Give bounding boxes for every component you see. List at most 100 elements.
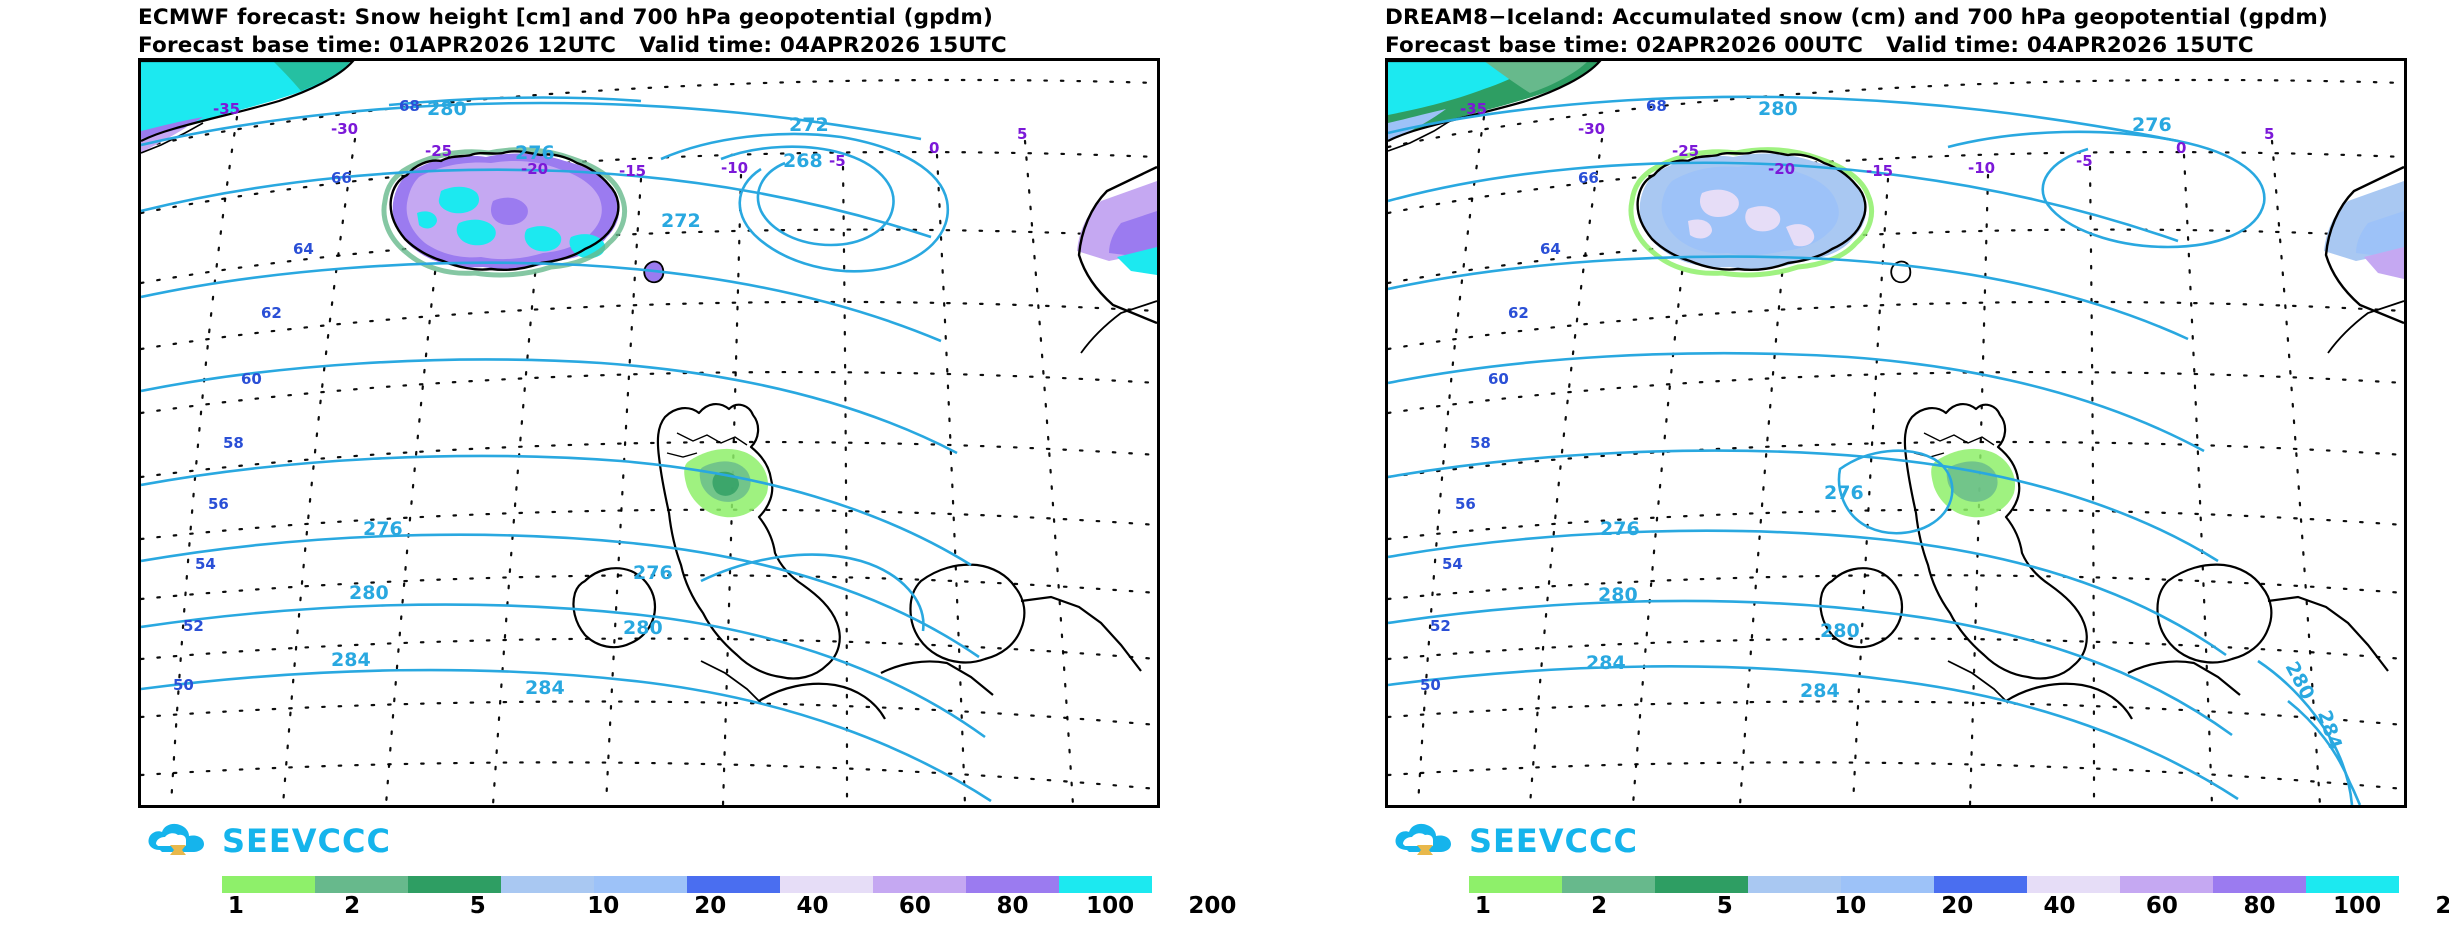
svg-text:5: 5 — [2264, 125, 2274, 143]
cloud-icon — [146, 822, 212, 860]
panel-dream8: DREAM8−Iceland: Accumulated snow (cm) an… — [1255, 0, 2449, 925]
svg-text:-20: -20 — [1768, 160, 1795, 178]
svg-text:-30: -30 — [1578, 120, 1605, 138]
colorbar-segment — [408, 876, 501, 893]
faroe-islands — [1890, 260, 1912, 284]
svg-text:280: 280 — [623, 617, 663, 639]
colorbar-ticks: 1 2 5 10 20 40 60 80 100 200 — [222, 893, 1237, 919]
geopotential-contour-labels: 280 272 268 276 272 276 280 284 284 276 … — [331, 98, 829, 699]
svg-text:272: 272 — [789, 114, 829, 136]
colorbar-segment — [1748, 876, 1841, 893]
svg-text:0: 0 — [2176, 139, 2186, 157]
svg-text:268: 268 — [783, 150, 823, 172]
svg-text:56: 56 — [208, 495, 229, 513]
svg-text:284: 284 — [1800, 680, 1840, 702]
colorbar-tick: 40 — [2043, 893, 2076, 919]
colorbar-tick: 100 — [2333, 893, 2382, 919]
colorbar-segment — [966, 876, 1059, 893]
colorbar-tick: 80 — [996, 893, 1029, 919]
panel-ecmwf-title-line1: ECMWF forecast: Snow height [cm] and 700… — [138, 5, 994, 30]
panel-ecmwf-map[interactable]: 280 272 268 276 272 276 280 284 284 276 … — [138, 58, 1160, 808]
svg-text:-15: -15 — [619, 162, 646, 180]
svg-text:276: 276 — [1824, 482, 1864, 504]
svg-text:50: 50 — [173, 676, 194, 694]
svg-text:-10: -10 — [1968, 159, 1995, 177]
panel-ecmwf-colorbar: 1 2 5 10 20 40 60 80 100 200 — [222, 876, 1237, 920]
svg-text:56: 56 — [1455, 495, 1476, 513]
geopotential-contours — [1388, 95, 2362, 805]
longitude-labels: -35 -30 -25 -20 -15 -10 -5 0 5 — [1460, 100, 2274, 180]
svg-text:-35: -35 — [1460, 100, 1487, 118]
latitude-labels: 68 66 64 62 60 58 56 54 52 50 — [1420, 97, 1667, 694]
svg-text:54: 54 — [1442, 555, 1463, 573]
svg-text:-10: -10 — [721, 159, 748, 177]
panel-ecmwf-map-canvas: 280 272 268 276 272 276 280 284 284 276 … — [141, 61, 1157, 805]
colorbar-tick: 2 — [1591, 893, 1608, 919]
greenland-snowfield — [1388, 61, 1602, 152]
colorbar-tick: 60 — [898, 893, 931, 919]
colorbar-tick: 80 — [2243, 893, 2276, 919]
colorbar-tick: 2 — [344, 893, 361, 919]
svg-text:-30: -30 — [331, 120, 358, 138]
svg-text:276: 276 — [633, 562, 673, 584]
panel-dream8-colorbar: 1 2 5 10 20 40 60 80 100 200 — [1469, 876, 2449, 920]
svg-text:-5: -5 — [2076, 152, 2093, 170]
colorbar-segment — [687, 876, 780, 893]
colorbar-segment — [1655, 876, 1748, 893]
colorbar-gradient — [222, 876, 1152, 893]
svg-text:280: 280 — [349, 582, 389, 604]
svg-text:-20: -20 — [521, 160, 548, 178]
colorbar-segment — [315, 876, 408, 893]
colorbar-segment — [1841, 876, 1934, 893]
panel-dream8-map-canvas: 280 276 276 276 280 284 280 284 280 284 — [1388, 61, 2404, 805]
panel-ecmwf-title-line2: Forecast base time: 01APR2026 12UTC Vali… — [138, 32, 1007, 58]
svg-text:64: 64 — [293, 240, 314, 258]
svg-text:60: 60 — [1488, 370, 1509, 388]
colorbar-tick: 1 — [227, 893, 244, 919]
graticule-parallels — [1388, 78, 2404, 791]
colorbar-gradient — [1469, 876, 2399, 893]
cloud-icon — [1393, 822, 1459, 860]
logo-text: SEEVCCC — [222, 822, 391, 860]
colorbar-segment — [1562, 876, 1655, 893]
colorbar-tick: 100 — [1086, 893, 1135, 919]
svg-text:62: 62 — [261, 304, 282, 322]
svg-text:276: 276 — [515, 142, 555, 164]
panel-dream8-titles: DREAM8−Iceland: Accumulated snow (cm) an… — [1385, 4, 2449, 60]
colorbar-tick: 60 — [2145, 893, 2178, 919]
colorbar-segment — [222, 876, 315, 893]
svg-text:66: 66 — [1578, 169, 1599, 187]
colorbar-tick: 40 — [796, 893, 829, 919]
panel-dream8-title-line1: DREAM8−Iceland: Accumulated snow (cm) an… — [1385, 5, 2328, 30]
svg-text:-25: -25 — [1672, 142, 1699, 160]
panel-ecmwf-logo: SEEVCCC — [146, 822, 391, 860]
latitude-labels: 68 66 64 62 60 58 56 54 52 50 — [173, 97, 420, 694]
colorbar-tick: 5 — [1716, 893, 1733, 919]
greenland-snowfield — [141, 61, 355, 154]
colorbar-tick: 10 — [587, 893, 620, 919]
colorbar-segment — [2120, 876, 2213, 893]
svg-text:66: 66 — [331, 169, 352, 187]
colorbar-segment — [2213, 876, 2306, 893]
svg-text:52: 52 — [1430, 617, 1451, 635]
svg-text:-5: -5 — [829, 152, 846, 170]
logo-text: SEEVCCC — [1469, 822, 1638, 860]
svg-text:276: 276 — [363, 518, 403, 540]
svg-text:5: 5 — [1017, 125, 1027, 143]
colorbar-segment — [780, 876, 873, 893]
svg-text:58: 58 — [1470, 434, 1491, 452]
svg-text:58: 58 — [223, 434, 244, 452]
scandinavia-coast — [1077, 165, 1157, 354]
colorbar-tick: 1 — [1474, 893, 1491, 919]
geopotential-contours — [141, 96, 992, 803]
panel-dream8-map[interactable]: 280 276 276 276 280 284 280 284 280 284 — [1385, 58, 2407, 808]
colorbar-segment — [1469, 876, 1562, 893]
colorbar-segment — [2027, 876, 2120, 893]
svg-text:-25: -25 — [425, 142, 452, 160]
panel-dream8-title-line2: Forecast base time: 02APR2026 00UTC Vali… — [1385, 32, 2254, 58]
svg-text:280: 280 — [1758, 98, 1798, 120]
colorbar-segment — [1934, 876, 2027, 893]
svg-text:284: 284 — [525, 677, 565, 699]
iceland-landmass — [1628, 147, 1874, 278]
